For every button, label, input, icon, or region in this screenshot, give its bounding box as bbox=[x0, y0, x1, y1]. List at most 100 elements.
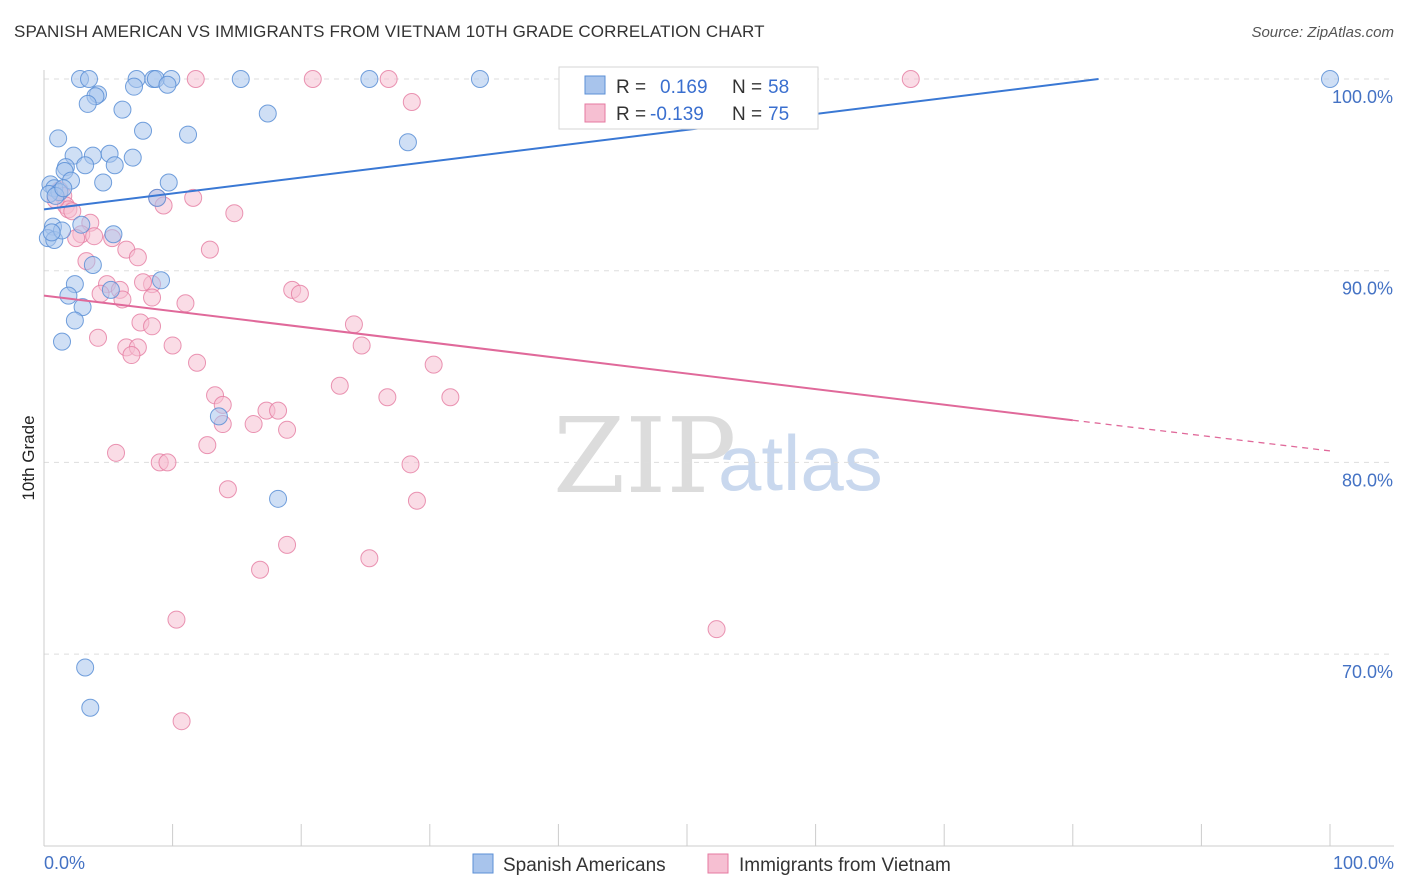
data-point-spanish bbox=[360, 70, 379, 88]
y-axis-label: 10th Grade bbox=[19, 415, 38, 500]
data-point-spanish bbox=[76, 658, 95, 677]
series-spanish-points bbox=[38, 70, 1339, 717]
data-point-spanish bbox=[470, 70, 489, 88]
data-point-vietnam bbox=[401, 455, 420, 474]
x-ticks bbox=[43, 824, 1331, 846]
data-point-spanish bbox=[83, 255, 102, 274]
legend-bottom: Spanish Americans Immigrants from Vietna… bbox=[472, 853, 951, 876]
legend-top: R = 0.169 N = 58 R = -0.139 N = 75 bbox=[558, 66, 819, 130]
chart-source: Source: ZipAtlas.com bbox=[1251, 24, 1394, 41]
y-tick-label-90: 90.0% bbox=[1342, 279, 1393, 299]
data-point-vietnam bbox=[407, 491, 426, 510]
data-point-vietnam bbox=[378, 388, 397, 407]
data-point-spanish bbox=[81, 698, 100, 717]
data-point-vietnam bbox=[251, 560, 270, 579]
watermark-zip: ZIP bbox=[553, 395, 736, 517]
legend-n-label-1: N = bbox=[732, 77, 762, 98]
data-point-spanish bbox=[152, 271, 171, 290]
data-point-spanish bbox=[53, 332, 72, 351]
legend-bottom-swatch-vietnam bbox=[707, 853, 729, 874]
data-point-spanish bbox=[148, 188, 167, 207]
data-point-vietnam bbox=[218, 480, 237, 499]
data-point-spanish bbox=[104, 225, 123, 244]
data-point-vietnam bbox=[128, 248, 147, 267]
data-point-spanish bbox=[158, 75, 177, 94]
data-point-vietnam bbox=[344, 315, 363, 334]
data-point-vietnam bbox=[122, 346, 141, 365]
data-point-spanish bbox=[73, 298, 92, 317]
data-point-vietnam bbox=[225, 204, 244, 223]
data-point-vietnam bbox=[186, 70, 205, 88]
watermark-atlas: atlas bbox=[718, 419, 883, 507]
data-point-spanish bbox=[209, 407, 228, 426]
series-vietnam-points bbox=[46, 70, 920, 731]
data-point-spanish bbox=[1321, 70, 1339, 88]
y-tick-label-80: 80.0% bbox=[1342, 470, 1393, 490]
data-point-spanish bbox=[179, 125, 198, 144]
data-point-spanish bbox=[72, 215, 91, 234]
data-point-vietnam bbox=[107, 443, 126, 462]
data-point-vietnam bbox=[89, 328, 108, 347]
data-point-vietnam bbox=[143, 317, 162, 336]
y-tick-label-100: 100.0% bbox=[1332, 87, 1393, 107]
data-point-vietnam bbox=[198, 436, 217, 455]
data-point-vietnam bbox=[278, 420, 297, 439]
y-tick-labels: 70.0% 80.0% 90.0% 100.0% bbox=[1332, 87, 1393, 682]
data-point-spanish bbox=[125, 77, 144, 96]
trend-line-vietnam-extension bbox=[1072, 419, 1331, 452]
legend-n-label-2: N = bbox=[732, 104, 762, 125]
data-point-vietnam bbox=[158, 453, 177, 472]
legend-swatch-vietnam bbox=[584, 103, 606, 123]
data-point-spanish bbox=[78, 94, 97, 113]
legend-bottom-label-vietnam: Immigrants from Vietnam bbox=[739, 855, 951, 876]
x-tick-label-max: 100.0% bbox=[1333, 853, 1394, 873]
data-point-vietnam bbox=[901, 70, 920, 88]
data-point-spanish bbox=[258, 104, 277, 123]
legend-r-label-1: R = bbox=[616, 77, 646, 98]
data-point-spanish bbox=[94, 173, 113, 192]
data-point-spanish bbox=[42, 223, 61, 242]
trend-line-vietnam bbox=[43, 294, 1073, 422]
data-point-vietnam bbox=[707, 620, 726, 639]
data-point-spanish bbox=[231, 70, 250, 88]
data-point-vietnam bbox=[172, 712, 191, 731]
data-point-spanish bbox=[113, 100, 132, 119]
data-point-vietnam bbox=[360, 549, 379, 568]
data-point-vietnam bbox=[134, 273, 153, 292]
x-tick-label-min: 0.0% bbox=[44, 853, 85, 873]
data-point-vietnam bbox=[184, 188, 203, 207]
trend-line-spanish bbox=[43, 78, 1099, 211]
legend-r-value-1: 0.169 bbox=[660, 77, 708, 98]
data-point-spanish bbox=[76, 156, 95, 175]
data-point-vietnam bbox=[167, 610, 186, 629]
y-tick-label-70: 70.0% bbox=[1342, 662, 1393, 682]
legend-bottom-swatch-spanish bbox=[472, 853, 494, 874]
data-point-vietnam bbox=[303, 70, 322, 88]
data-point-spanish bbox=[49, 129, 68, 148]
legend-r-label-2: R = bbox=[616, 104, 646, 125]
chart-title: SPANISH AMERICAN VS IMMIGRANTS FROM VIET… bbox=[14, 22, 765, 41]
data-point-vietnam bbox=[163, 336, 182, 355]
data-point-vietnam bbox=[200, 240, 219, 259]
data-point-vietnam bbox=[352, 336, 371, 355]
data-point-vietnam bbox=[424, 355, 443, 374]
data-point-vietnam bbox=[379, 70, 398, 88]
data-point-spanish bbox=[65, 311, 84, 330]
data-point-vietnam bbox=[143, 288, 162, 307]
data-point-vietnam bbox=[188, 353, 207, 372]
data-point-spanish bbox=[134, 121, 153, 140]
legend-n-value-2: 75 bbox=[768, 104, 789, 125]
data-point-vietnam bbox=[330, 376, 349, 395]
legend-bottom-label-spanish: Spanish Americans bbox=[503, 855, 666, 876]
trend-lines bbox=[43, 78, 1331, 452]
data-point-spanish bbox=[54, 179, 73, 198]
data-point-spanish bbox=[105, 156, 124, 175]
gridlines bbox=[44, 78, 1394, 655]
data-point-spanish bbox=[269, 489, 288, 508]
legend-n-value-1: 58 bbox=[768, 77, 789, 98]
data-point-spanish bbox=[101, 280, 120, 299]
data-point-vietnam bbox=[441, 388, 460, 407]
data-point-vietnam bbox=[278, 535, 297, 554]
data-point-vietnam bbox=[176, 294, 195, 313]
